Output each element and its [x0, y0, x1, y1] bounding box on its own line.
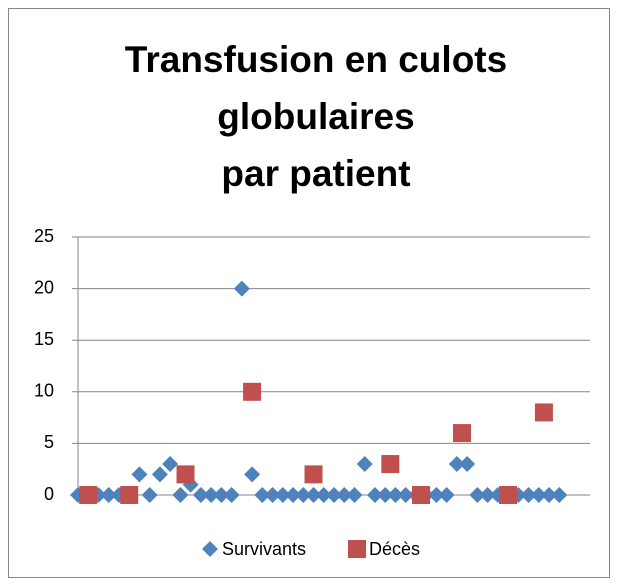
point	[254, 487, 271, 503]
point	[412, 486, 431, 504]
y-tick-label: 20	[34, 277, 54, 297]
point	[295, 487, 312, 503]
point	[304, 465, 323, 484]
point	[397, 487, 414, 503]
point	[336, 487, 353, 503]
point	[151, 466, 168, 483]
point	[448, 456, 465, 473]
point	[469, 487, 486, 503]
chart-title: globulaires	[217, 96, 414, 137]
point	[315, 487, 332, 503]
point	[459, 456, 476, 473]
point	[387, 487, 404, 503]
point	[244, 466, 261, 483]
point	[285, 487, 302, 503]
point	[141, 487, 158, 503]
legend-label: Survivants	[222, 539, 306, 559]
y-tick-label: 5	[44, 432, 54, 452]
point	[213, 487, 230, 503]
point	[541, 487, 558, 503]
point	[520, 487, 537, 503]
point	[162, 456, 179, 473]
legend-marker	[348, 540, 366, 558]
legend-label: Décès	[369, 539, 420, 559]
point	[438, 487, 455, 503]
point	[530, 487, 547, 503]
point	[120, 486, 139, 504]
point	[366, 487, 383, 503]
point	[203, 487, 220, 503]
point	[346, 487, 363, 503]
point	[233, 280, 250, 297]
point	[192, 487, 209, 503]
point	[223, 487, 240, 503]
point	[356, 456, 373, 473]
point	[499, 486, 518, 504]
point	[377, 487, 394, 503]
y-tick-label: 25	[34, 226, 54, 246]
point	[534, 403, 553, 422]
point	[264, 487, 281, 503]
y-tick-label: 0	[44, 484, 54, 504]
point	[79, 486, 98, 504]
point	[453, 424, 471, 443]
point	[381, 455, 400, 474]
chart-title: Transfusion en culots	[125, 39, 507, 80]
point	[243, 382, 262, 401]
legend-marker	[202, 541, 218, 557]
point	[428, 487, 445, 503]
point	[479, 487, 496, 503]
point	[274, 487, 291, 503]
point	[305, 487, 322, 503]
y-tick-label: 15	[34, 329, 54, 349]
point	[100, 487, 117, 503]
point	[176, 465, 195, 484]
point	[326, 487, 342, 503]
point	[551, 487, 568, 503]
point	[131, 466, 148, 483]
chart-title: par patient	[221, 153, 410, 194]
point	[172, 487, 189, 503]
y-tick-label: 10	[34, 381, 54, 401]
